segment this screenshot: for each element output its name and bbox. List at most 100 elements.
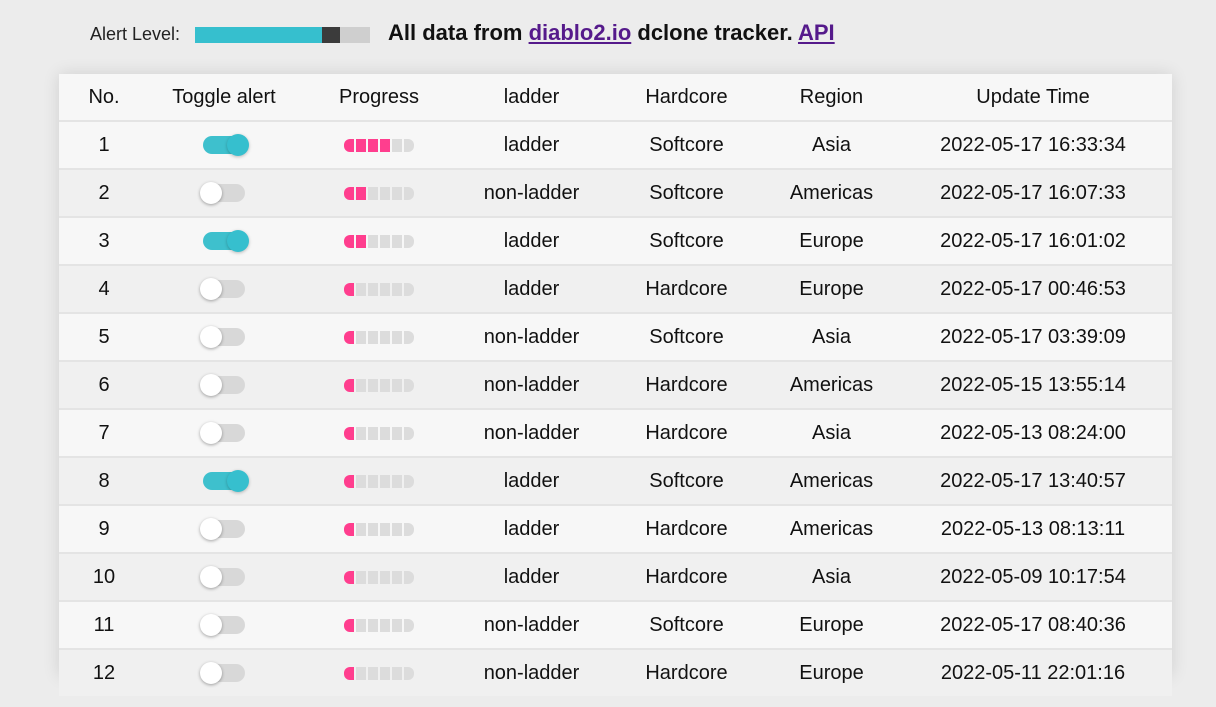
toggle-alert-switch[interactable] — [200, 566, 247, 589]
progress-segment — [380, 522, 390, 536]
progress-segment — [368, 666, 378, 680]
alert-level-slider[interactable] — [195, 27, 370, 43]
ladder-cell: non-ladder — [459, 408, 604, 457]
toggle-knob — [227, 134, 249, 157]
hardcore-cell: Hardcore — [604, 360, 769, 409]
progress-segment — [392, 618, 402, 632]
ladder-cell: non-ladder — [459, 648, 604, 696]
toggle-alert-switch[interactable] — [200, 326, 247, 349]
progress-segment — [380, 426, 390, 440]
progress-cell — [299, 552, 459, 601]
ladder-cell: ladder — [459, 120, 604, 169]
tracker-table-card: No. Toggle alert Progress ladder Hardcor… — [59, 74, 1172, 696]
progress-bar — [344, 666, 414, 680]
alert-level-handle[interactable] — [322, 27, 340, 43]
progress-segment — [356, 234, 366, 248]
progress-bar — [344, 234, 414, 248]
row-number: 10 — [59, 552, 149, 601]
progress-cell — [299, 264, 459, 313]
progress-bar — [344, 138, 414, 152]
row-number: 3 — [59, 216, 149, 265]
region-cell: Asia — [769, 120, 894, 169]
toggle-alert-cell — [149, 456, 299, 505]
column-header-no: No. — [88, 85, 120, 108]
table-row: 11 non-ladder Softcore Europe 2022-05-17 08:… — [59, 600, 1172, 649]
toggle-alert-switch[interactable] — [201, 134, 249, 157]
row-number: 12 — [59, 648, 149, 696]
tracker-table: No. Toggle alert Progress ladder Hardcor… — [59, 74, 1172, 696]
row-number: 7 — [59, 408, 149, 457]
ladder-cell: ladder — [459, 216, 604, 265]
row-number: 9 — [59, 504, 149, 553]
table-row: 1 ladder Softcore Asia 2022-05-17 16:33:34 — [59, 120, 1172, 169]
region-cell: Europe — [769, 216, 894, 265]
toggle-alert-switch[interactable] — [200, 518, 247, 541]
table-row: 5 non-ladder Softcore Asia 2022-05-17 03:39:… — [59, 312, 1172, 361]
api-link[interactable]: API — [797, 20, 835, 45]
progress-segment — [380, 330, 390, 344]
toggle-knob — [200, 422, 222, 445]
column-header-update-time: Update Time — [976, 85, 1090, 108]
region-cell: Europe — [769, 648, 894, 696]
progress-segment — [392, 138, 402, 152]
top-bar: Alert Level: All data from diablo2.io dc… — [0, 0, 1216, 70]
progress-segment — [368, 186, 378, 200]
toggle-alert-switch[interactable] — [200, 422, 247, 445]
progress-segment — [404, 234, 414, 248]
progress-segment — [344, 378, 354, 392]
progress-segment — [344, 186, 354, 200]
table-row: 4 ladder Hardcore Europe 2022-05-17 00:46:53 — [59, 264, 1172, 313]
toggle-alert-switch[interactable] — [200, 374, 247, 397]
hardcore-cell: Hardcore — [604, 264, 769, 313]
row-number: 6 — [59, 360, 149, 409]
update-time-cell: 2022-05-17 13:40:57 — [894, 456, 1172, 505]
ladder-cell: ladder — [459, 264, 604, 313]
progress-segment — [368, 522, 378, 536]
toggle-alert-switch[interactable] — [201, 470, 249, 493]
headline-middle: dclone tracker. — [631, 20, 798, 45]
progress-cell — [299, 168, 459, 217]
region-cell: Americas — [769, 504, 894, 553]
table-row: 10 ladder Hardcore Asia 2022-05-09 10:17:54 — [59, 552, 1172, 601]
progress-bar — [344, 186, 414, 200]
hardcore-cell: Hardcore — [604, 408, 769, 457]
progress-segment — [344, 570, 354, 584]
toggle-alert-switch[interactable] — [200, 278, 247, 301]
table-row: 12 non-ladder Hardcore Europe 2022-05-11 22:… — [59, 648, 1172, 696]
page-headline: All data from diablo2.io dclone tracker.… — [388, 20, 835, 46]
progress-cell — [299, 120, 459, 169]
progress-segment — [380, 570, 390, 584]
update-time-cell: 2022-05-17 16:07:33 — [894, 168, 1172, 217]
toggle-alert-cell — [149, 168, 299, 217]
progress-segment — [368, 426, 378, 440]
hardcore-cell: Softcore — [604, 456, 769, 505]
diablo2-link[interactable]: diablo2.io — [528, 20, 632, 45]
progress-segment — [368, 138, 378, 152]
progress-segment — [356, 186, 366, 200]
toggle-alert-switch[interactable] — [200, 182, 247, 205]
toggle-knob — [227, 470, 249, 493]
ladder-cell: non-ladder — [459, 168, 604, 217]
toggle-alert-cell — [149, 120, 299, 169]
progress-cell — [299, 600, 459, 649]
progress-segment — [380, 186, 390, 200]
ladder-cell: non-ladder — [459, 600, 604, 649]
toggle-alert-switch[interactable] — [201, 230, 249, 253]
ladder-cell: non-ladder — [459, 360, 604, 409]
progress-segment — [404, 378, 414, 392]
progress-segment — [344, 522, 354, 536]
region-cell: Americas — [769, 360, 894, 409]
progress-bar — [344, 618, 414, 632]
progress-segment — [344, 474, 354, 488]
table-row: 7 non-ladder Hardcore Asia 2022-05-13 08:24:… — [59, 408, 1172, 457]
progress-segment — [404, 570, 414, 584]
toggle-alert-switch[interactable] — [200, 614, 247, 637]
toggle-alert-cell — [149, 552, 299, 601]
table-row: 6 non-ladder Hardcore Americas 2022-05-15 13… — [59, 360, 1172, 409]
progress-segment — [356, 330, 366, 344]
toggle-alert-switch[interactable] — [200, 662, 247, 685]
progress-segment — [356, 138, 366, 152]
progress-segment — [344, 282, 354, 296]
progress-segment — [344, 426, 354, 440]
region-cell: Americas — [769, 168, 894, 217]
